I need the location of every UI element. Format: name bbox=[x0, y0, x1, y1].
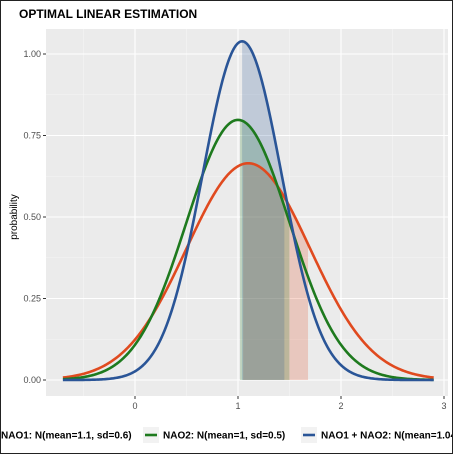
y-axis-title: probability bbox=[9, 194, 20, 240]
y-tick-label: 0.00 bbox=[23, 375, 41, 385]
legend-label-1: NAO1: N(mean=1.1, sd=0.6) bbox=[1, 431, 132, 442]
x-tick-label: 0 bbox=[132, 401, 137, 411]
x-tick-label: 2 bbox=[338, 401, 343, 411]
legend: NAO1: N(mean=1.1, sd=0.6) NAO2: N(mean=1,… bbox=[1, 427, 452, 443]
shaded-regions bbox=[240, 41, 309, 381]
y-tick-label: 0.50 bbox=[23, 212, 41, 222]
x-tick-label: 3 bbox=[441, 401, 446, 411]
legend-label-3: NAO1 + NAO2: N(mean=1.04, sd=0.38) bbox=[321, 431, 452, 442]
grid-major bbox=[46, 29, 448, 396]
density-lines bbox=[62, 40, 434, 382]
line-series-3 bbox=[62, 40, 434, 382]
legend-label-2: NAO2: N(mean=1, sd=0.5) bbox=[163, 431, 285, 442]
y-tick-label: 1.00 bbox=[23, 49, 41, 59]
chart-title: OPTIMAL LINEAR ESTIMATION bbox=[19, 7, 197, 21]
line-series-1 bbox=[62, 161, 434, 379]
line-series-2 bbox=[62, 118, 434, 382]
x-tick-label: 1 bbox=[235, 401, 240, 411]
x-axis-ticks: 0 1 2 3 bbox=[132, 396, 447, 411]
shade-series-2 bbox=[240, 120, 290, 380]
shade-series-3 bbox=[242, 41, 285, 381]
y-tick-label: 0.75 bbox=[23, 131, 41, 141]
y-axis-ticks: 0.00 0.25 0.50 0.75 1.00 bbox=[23, 49, 46, 385]
shade-series-1 bbox=[243, 163, 309, 380]
plot-panel bbox=[46, 29, 448, 396]
y-tick-label: 0.25 bbox=[23, 294, 41, 304]
